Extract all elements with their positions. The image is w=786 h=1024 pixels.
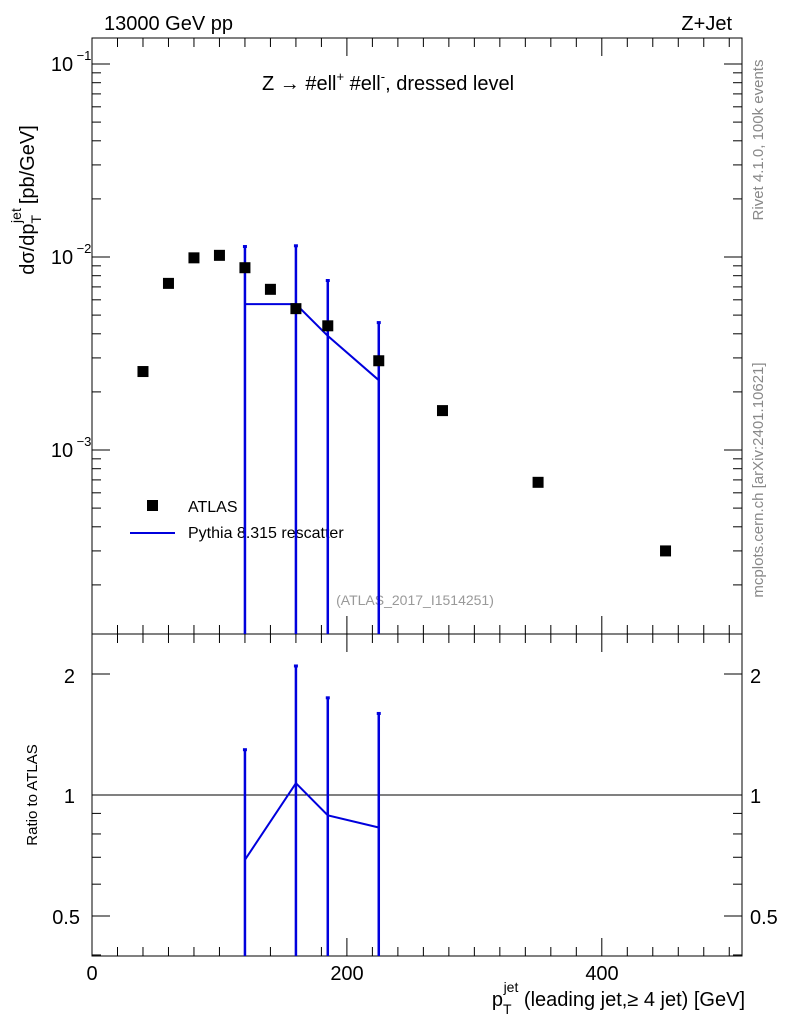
ytick-label-base: 10 [51, 247, 73, 269]
ratio-error-cap [325, 696, 330, 700]
ylabel-sup: jet [8, 208, 24, 224]
legend: ATLAS Pythia 8.315 rescatter [130, 499, 344, 542]
mc-line [244, 303, 380, 381]
top-data-series [137, 249, 672, 557]
ratio-error-cap [242, 748, 247, 752]
ratio-error-cap [376, 711, 381, 715]
ytick-label-exp: −1 [77, 48, 92, 63]
xtick-label-200: 200 [330, 963, 363, 985]
xlabel-sub: T [503, 1001, 512, 1017]
mcplots-label: mcplots.cern.ch [arXiv:2401.10621] [750, 362, 767, 597]
bottom-y-axis-label: Ratio to ATLAS [24, 744, 41, 845]
title-sup-minus: - [381, 69, 385, 84]
header-energy: 13000 GeV pp [104, 13, 233, 35]
data-point [436, 405, 448, 417]
title-mid: #ell [344, 73, 381, 95]
ytick-label-exp: −3 [77, 434, 92, 449]
ytick-label-base: 10 [51, 440, 73, 462]
mc-error-cap [376, 321, 381, 325]
mc-error-cap [325, 279, 330, 283]
bottom-ytick-label-05: 0.5 [52, 907, 80, 929]
mc-error-cap [242, 245, 247, 249]
x-axis-label: pTjet (leading jet,≥ 4 jet) [GeV] [492, 979, 745, 1017]
analysis-id: (ATLAS_2017_I1514251) [336, 592, 494, 608]
data-point [322, 320, 334, 332]
xtick-label-0: 0 [86, 963, 97, 985]
ylabel-sub: T [28, 215, 44, 224]
top-y-ticks [92, 63, 742, 586]
top-ytick-label-1: 10 −1 [51, 48, 92, 76]
ratio-line [244, 781, 379, 861]
top-panel-frame [91, 37, 743, 635]
ratio-error-cap [293, 664, 298, 668]
ytick-label-base: 10 [51, 54, 73, 76]
ylabel-unit: [pb/GeV] [17, 125, 39, 204]
xlabel-main: p [492, 989, 503, 1011]
xlabel-sup: jet [503, 979, 519, 995]
title-suffix: , dressed level [385, 73, 514, 95]
bottom-ytick-label-2: 2 [64, 666, 75, 688]
top-y-axis-label: dσ/dpTjet [pb/GeV] [8, 125, 44, 275]
data-point [188, 252, 200, 264]
bottom-mc-series [92, 664, 742, 956]
svg-text:dσ/dpTjet[pb/GeV]: dσ/dpTjet [pb/GeV] [8, 125, 44, 275]
top-mc-series [242, 244, 381, 634]
data-point [239, 262, 251, 274]
mc-error-cap [293, 244, 298, 248]
top-ytick-label-2: 10 −2 [51, 241, 92, 269]
title-sup-plus: + [336, 69, 344, 84]
bottom-ytick-right-1: 1 [750, 786, 761, 808]
ytick-label-exp: −2 [77, 241, 92, 256]
data-point [660, 545, 672, 557]
title-prefix: Z → #ell [262, 73, 336, 95]
header-process: Z+Jet [681, 13, 732, 35]
data-point [264, 283, 276, 295]
top-ytick-label-3: 10 −3 [51, 434, 92, 462]
legend-atlas-marker [147, 500, 158, 511]
bottom-y-ticks [92, 673, 742, 956]
xlabel-rest: (leading jet,≥ 4 jet) [GeV] [518, 989, 745, 1011]
data-point [290, 303, 302, 315]
ylabel-main: dσ/dp [17, 224, 39, 275]
bottom-ytick-label-1: 1 [64, 786, 75, 808]
data-point [213, 249, 225, 261]
legend-pythia-label: Pythia 8.315 rescatter [188, 525, 344, 542]
data-point [137, 366, 149, 378]
rivet-label: Rivet 4.1.0, 100k events [750, 60, 767, 221]
top-panel-title: Z → #ell+ #ell-, dressed level [262, 69, 514, 95]
bottom-ytick-right-2: 2 [750, 666, 761, 688]
x-ticks [91, 38, 730, 956]
data-point [162, 277, 174, 289]
data-point [532, 476, 544, 488]
data-point [373, 355, 385, 367]
legend-atlas-label: ATLAS [188, 499, 238, 516]
xtick-label-400: 400 [585, 963, 618, 985]
bottom-ytick-right-05: 0.5 [750, 907, 778, 929]
